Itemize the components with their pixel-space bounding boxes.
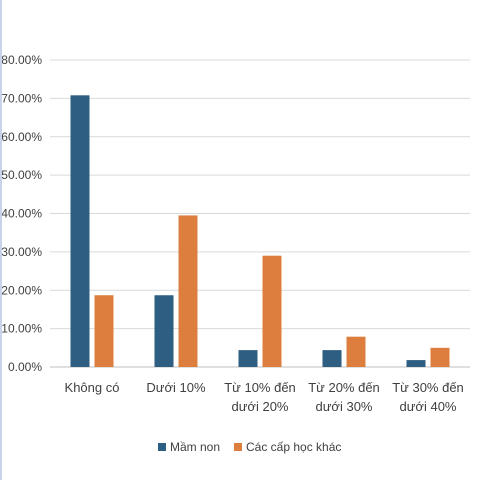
bars xyxy=(70,95,450,368)
legend-swatch xyxy=(234,443,242,451)
bar-cac-cap-hoc-khac xyxy=(94,295,114,367)
y-tick-label: 50.00% xyxy=(1,168,42,182)
x-category-label: Từ 30% đến dưới 40% xyxy=(392,380,464,414)
y-tick-label: 0.00% xyxy=(8,360,42,374)
y-tick-label: 60.00% xyxy=(1,130,42,144)
x-category-label: Từ 10% đến dưới 20% xyxy=(224,380,296,414)
bar-cac-cap-hoc-khac xyxy=(262,255,282,367)
bar-mam-non xyxy=(154,295,174,367)
x-axis-category-labels: Không có Dưới 10% Từ 10% đến dưới 20% Từ 20%… xyxy=(65,380,464,414)
x-category-label: Dưới 10% xyxy=(146,380,206,395)
bar-mam-non xyxy=(322,350,342,367)
bar-cac-cap-hoc-khac xyxy=(178,215,198,367)
y-tick-label: 40.00% xyxy=(1,207,42,221)
legend-label: Mầm non xyxy=(170,440,220,454)
y-tick-label: 30.00% xyxy=(1,245,42,259)
legend-label: Các cấp học khác xyxy=(246,440,341,454)
y-tick-label: 10.00% xyxy=(1,322,42,336)
bar-cac-cap-hoc-khac xyxy=(430,347,450,367)
x-category-label: Từ 20% đến dưới 30% xyxy=(308,380,380,414)
bar-cac-cap-hoc-khac xyxy=(346,336,366,367)
bar-mam-non xyxy=(238,350,258,367)
y-axis-tick-labels: 0.00% 10.00% 20.00% 30.00% 40.00% 50.00% 60.00… xyxy=(1,53,42,374)
gridlines xyxy=(50,59,470,368)
bar-mam-non xyxy=(70,95,90,368)
left-edge-border xyxy=(0,0,2,480)
legend-swatch xyxy=(158,443,166,451)
legend: Mầm non Các cấp học khác xyxy=(158,440,341,454)
x-category-label: Không có xyxy=(65,380,120,395)
bar-mam-non xyxy=(406,360,426,367)
y-tick-label: 80.00% xyxy=(1,53,42,67)
y-tick-label: 70.00% xyxy=(1,91,42,105)
y-tick-label: 20.00% xyxy=(1,283,42,297)
